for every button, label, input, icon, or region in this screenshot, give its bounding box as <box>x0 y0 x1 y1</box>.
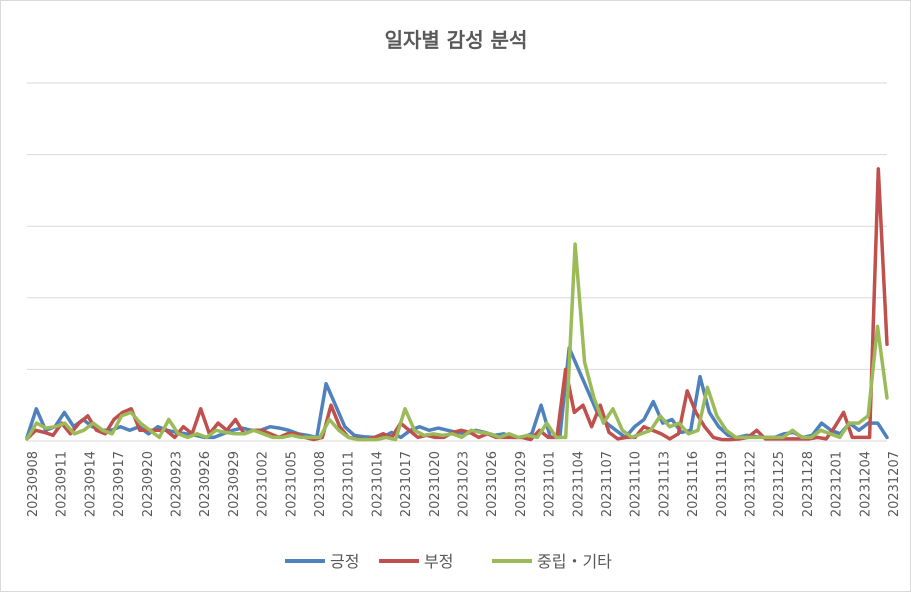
x-tick-label: 20231207 <box>887 451 902 517</box>
x-tick-label: 20231101 <box>543 451 558 517</box>
x-tick-label: 20231002 <box>256 451 271 517</box>
legend-label-2: 부정 <box>424 552 453 571</box>
x-tick-label: 20230911 <box>55 451 70 517</box>
x-tick-label: 20230923 <box>170 451 185 517</box>
x-tick-label: 20230917 <box>112 451 127 517</box>
x-tick-label: 20230926 <box>198 451 213 517</box>
x-tick-label: 20231110 <box>629 451 644 517</box>
legend-label-3: 중립・기타 <box>537 552 612 571</box>
x-tick-label: 20231107 <box>600 451 615 517</box>
x-tick-label: 20231005 <box>284 451 299 517</box>
legend-label-1: 긍정 <box>330 552 359 571</box>
series-lines <box>25 167 889 442</box>
x-tick-label: 20231125 <box>772 451 787 517</box>
x-tick-label: 20231204 <box>858 451 873 517</box>
x-tick-label: 20230929 <box>227 451 242 517</box>
x-tick-label: 20231029 <box>514 451 529 517</box>
x-tick-label: 20230908 <box>26 451 41 517</box>
x-tick-label: 20231128 <box>801 451 816 517</box>
x-tick-label: 20231020 <box>428 451 443 517</box>
x-tick-label: 20231104 <box>571 451 586 517</box>
x-tick-label: 20231023 <box>457 451 472 517</box>
gridlines <box>27 82 887 442</box>
x-tick-label: 20231122 <box>744 451 759 517</box>
x-tick-label: 20231011 <box>342 451 357 517</box>
series-line-2 <box>25 167 889 442</box>
x-tick-label: 20231014 <box>370 451 385 517</box>
x-tick-label: 20231201 <box>830 451 845 517</box>
legend: 긍정 부정 중립・기타 <box>285 552 612 571</box>
x-tick-label: 20231119 <box>715 451 730 517</box>
x-tick-label: 20230914 <box>83 451 98 517</box>
x-tick-label: 20231017 <box>399 451 414 517</box>
series-line-3 <box>25 242 889 442</box>
series-line-1 <box>25 346 889 440</box>
x-tick-label: 20231008 <box>313 451 328 517</box>
x-tick-label: 20231026 <box>485 451 500 517</box>
x-axis-tick-labels: 20230908 20230911 20230914 20230917 20230920… <box>26 451 902 517</box>
x-tick-label: 20231113 <box>657 451 672 517</box>
x-tick-label: 20231116 <box>686 451 701 517</box>
chart-title: 일자별 감성 분석 <box>385 28 528 52</box>
x-tick-label: 20230920 <box>141 451 156 517</box>
